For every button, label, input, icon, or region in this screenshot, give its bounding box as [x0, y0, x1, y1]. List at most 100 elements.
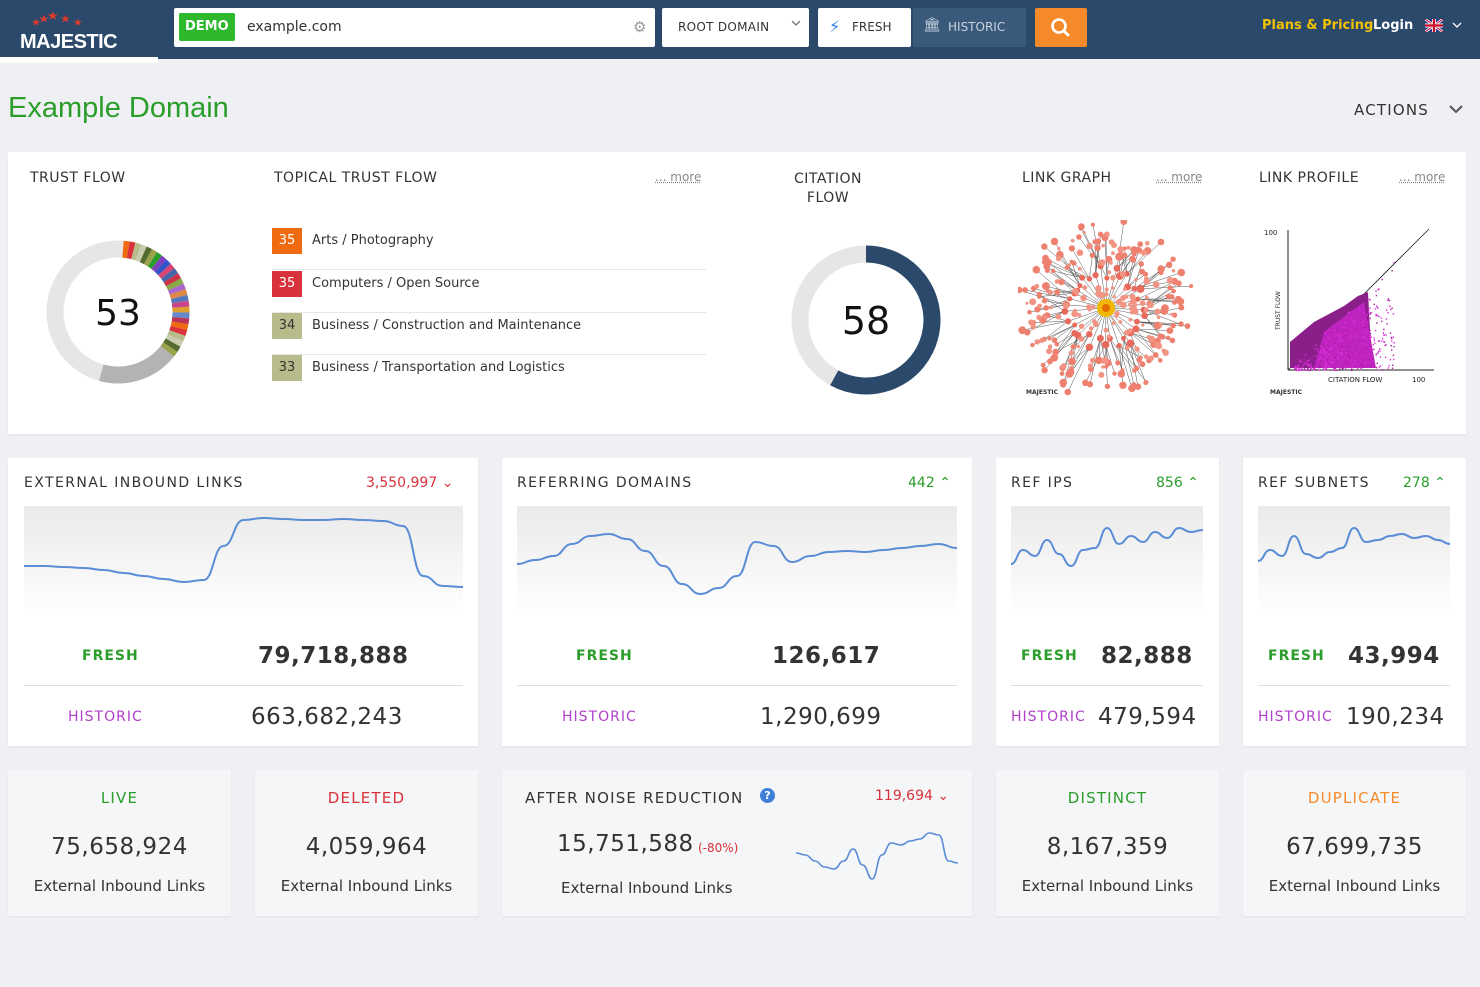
link-graph-more-link[interactable]: ... more	[1156, 170, 1203, 184]
trust-flow-segment	[163, 273, 182, 287]
majestic-logo[interactable]: MAJESTIC	[8, 4, 166, 64]
scatter-point	[1318, 369, 1321, 371]
scatter-point	[1336, 328, 1338, 331]
graph-node	[1169, 294, 1175, 300]
search-button[interactable]	[1035, 8, 1087, 47]
graph-node	[1041, 243, 1048, 250]
graph-node	[1098, 292, 1105, 299]
fresh-value: 79,718,888	[258, 643, 409, 669]
graph-node	[1123, 330, 1130, 336]
scatter-point	[1353, 365, 1355, 368]
graph-node	[1113, 264, 1121, 272]
scatter-point	[1325, 366, 1327, 368]
ttf-item-4[interactable]: 33 Business / Transportation and Logisti…	[272, 355, 706, 397]
graph-edge	[1019, 289, 1067, 306]
scatter-point	[1383, 334, 1385, 336]
live-links-card[interactable]: LIVE 75,658,924 External Inbound Links	[8, 770, 231, 916]
graph-node	[1070, 344, 1076, 350]
historic-index-button[interactable]: 🏛 HISTORIC	[913, 8, 1026, 47]
graph-node	[1037, 294, 1042, 299]
scatter-point	[1324, 345, 1326, 347]
scatter-point	[1332, 368, 1335, 371]
fresh-index-button[interactable]: ⚡ FRESH	[818, 8, 911, 47]
duplicate-value: 67,699,735	[1286, 834, 1423, 860]
scatter-point	[1306, 362, 1308, 364]
distinct-links-card[interactable]: DISTINCT 8,167,359 External Inbound Link…	[996, 770, 1219, 916]
graph-node	[1088, 326, 1094, 331]
scatter-point	[1325, 360, 1327, 362]
metric-card-ref-subnets[interactable]: REF SUBNETS 278 ⌃ FRESH 43,994 HISTORIC …	[1243, 458, 1466, 746]
link-profile-more-link[interactable]: ... more	[1399, 170, 1446, 184]
link-profile-image[interactable]: 100 100 CITATION FLOW TRUST FLOW MAJESTI…	[1254, 222, 1454, 402]
scatter-point	[1339, 340, 1341, 342]
graph-node	[1158, 358, 1163, 363]
graph-node	[1121, 335, 1126, 341]
graph-node	[1141, 323, 1145, 327]
scatter-point	[1343, 326, 1345, 328]
graph-node	[1119, 381, 1127, 389]
deleted-links-card[interactable]: DELETED 4,059,964 External Inbound Links	[255, 770, 478, 916]
graph-edge	[1054, 324, 1075, 341]
citation-flow-donut[interactable]: 58	[788, 242, 944, 398]
scatter-point	[1352, 366, 1354, 368]
trust-flow-segment	[143, 249, 158, 267]
trust-flow-donut[interactable]: 53	[38, 232, 198, 392]
gear-icon[interactable]: ⚙	[633, 18, 647, 36]
help-icon[interactable]: ?	[760, 788, 775, 803]
search-value[interactable]: example.com	[247, 19, 342, 35]
ttf-label: Business / Transportation and Logistics	[312, 360, 565, 375]
scatter-point	[1325, 355, 1327, 357]
graph-edge	[1118, 345, 1141, 358]
trust-flow-segment	[166, 278, 184, 291]
scatter-point	[1310, 365, 1313, 368]
scatter-point	[1347, 312, 1349, 314]
scatter-point	[1379, 348, 1381, 350]
metric-card-external-inbound-links[interactable]: EXTERNAL INBOUND LINKS 3,550,997 ⌄ FRESH…	[8, 458, 478, 746]
deleted-title: DELETED	[327, 789, 406, 807]
metric-card-referring-domains[interactable]: REFERRING DOMAINS 442 ⌃ FRESH 126,617 HI…	[502, 458, 972, 746]
graph-node	[1101, 340, 1110, 349]
scatter-point	[1301, 369, 1303, 372]
graph-node	[1103, 231, 1110, 238]
actions-menu-button[interactable]: ACTIONS	[1354, 101, 1430, 119]
scatter-point	[1377, 288, 1379, 291]
login-link[interactable]: Login	[1373, 18, 1414, 33]
scope-select[interactable]: ROOT DOMAIN	[662, 8, 809, 47]
language-chevron-icon[interactable]	[1452, 20, 1462, 30]
graph-node	[1112, 371, 1117, 376]
scatter-point	[1324, 352, 1326, 355]
duplicate-subtitle: External Inbound Links	[1268, 877, 1441, 895]
graph-node	[1025, 301, 1029, 305]
topical-trust-flow-more-link[interactable]: ... more	[655, 170, 702, 184]
link-graph-image[interactable]: MAJESTIC	[1018, 220, 1200, 400]
trust-flow-segment	[158, 263, 175, 279]
ttf-item-2[interactable]: 35 Computers / Open Source	[272, 271, 706, 313]
graph-node	[1108, 260, 1113, 265]
metric-card-ref-ips[interactable]: REF IPS 856 ⌃ FRESH 82,888 HISTORIC 479,…	[996, 458, 1219, 746]
graph-edge	[1095, 247, 1098, 276]
scatter-point	[1324, 363, 1327, 366]
scatter-point	[1375, 354, 1377, 356]
scatter-point	[1386, 323, 1388, 325]
chevron-down-icon	[791, 20, 801, 26]
plans-pricing-link[interactable]: Plans & Pricing	[1262, 18, 1374, 33]
ttf-item-3[interactable]: 34 Business / Construction and Maintenan…	[272, 313, 706, 355]
citation-flow-title-line2: FLOW	[806, 190, 850, 206]
scatter-point	[1301, 368, 1303, 371]
uk-flag-icon[interactable]	[1425, 19, 1443, 32]
scatter-point	[1375, 294, 1378, 297]
noise-reduction-card[interactable]: AFTER NOISE REDUCTION ? 119,694 ⌄ 15,751…	[502, 770, 972, 916]
scatter-point	[1362, 364, 1364, 367]
duplicate-links-card[interactable]: DUPLICATE 67,699,735 External Inbound Li…	[1243, 770, 1466, 916]
scatter-point	[1387, 299, 1389, 301]
scatter-point	[1364, 337, 1366, 340]
scatter-point	[1338, 351, 1340, 353]
graph-node	[1143, 278, 1150, 285]
noise-delta-down: 119,694 ⌄	[875, 788, 949, 804]
ttf-score-badge: 35	[272, 271, 302, 297]
actions-chevron-icon[interactable]	[1449, 103, 1463, 115]
scatter-point	[1321, 351, 1323, 354]
search-input[interactable]: DEMO example.com ⚙	[174, 8, 655, 47]
ttf-item-1[interactable]: 35 Arts / Photography	[272, 228, 706, 270]
ttf-score-badge: 33	[272, 355, 302, 381]
